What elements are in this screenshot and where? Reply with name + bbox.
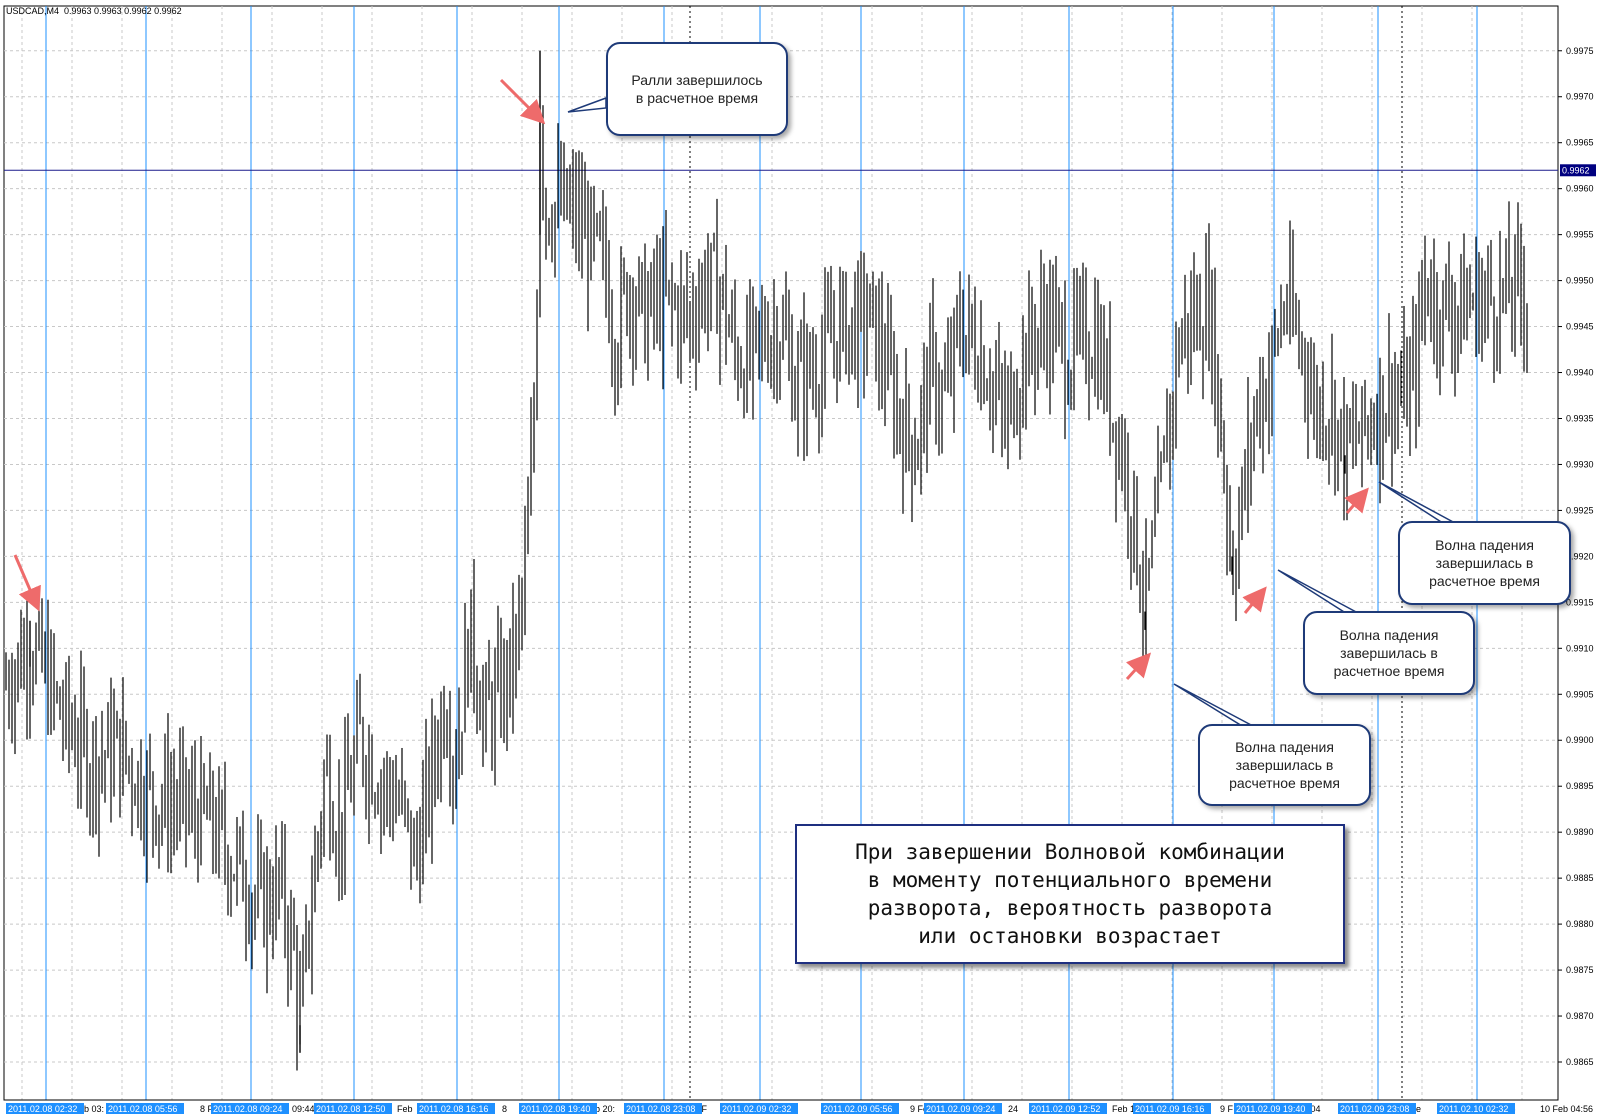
price-tick-label: 0.9960 (1566, 184, 1594, 194)
callout-fall-2: Волна падения завершилась в расчетное вр… (1303, 611, 1475, 695)
time-line-label: 2011.02.08 19:40 (521, 1104, 590, 1114)
time-tick-label: 10 Feb 04:56 (1540, 1104, 1593, 1114)
time-line-label: 2011.02.08 05:56 (108, 1104, 177, 1114)
time-line-badge (1338, 1103, 1416, 1114)
price-tick-label: 0.9920 (1566, 551, 1594, 561)
time-line-label: 2011.02.10 02:32 (1439, 1104, 1508, 1114)
price-tick-label: 0.9880 (1566, 919, 1594, 929)
time-line-badge (519, 1103, 597, 1114)
callout-rally: Ралли завершилось в расчетное время (606, 42, 788, 136)
callout-fall-2-line-1: Волна падения (1339, 627, 1439, 643)
time-tick-label: 8 F (200, 1104, 214, 1114)
time-line-label: 2011.02.09 19:40 (1236, 1104, 1305, 1114)
time-line-label: 2011.02.08 16:16 (419, 1104, 488, 1114)
price-tick-label: 0.9875 (1566, 965, 1594, 975)
time-line-label: 2011.02.08 12:50 (316, 1104, 385, 1114)
price-tick-label: 0.9940 (1566, 368, 1594, 378)
price-tick-label: 0.9870 (1566, 1011, 1594, 1021)
callout-fall-2-line-2: завершилась в (1340, 645, 1438, 661)
red-arrow (1125, 652, 1152, 681)
time-line-badge (720, 1103, 798, 1114)
red-arrow (1242, 586, 1267, 614)
note-box: При завершении Волновой комбинации в мом… (795, 824, 1345, 964)
note-line-2: в моменту потенциального времени (867, 868, 1273, 892)
price-tick-label: 0.9955 (1566, 230, 1594, 240)
time-tick-label: 09:44 (292, 1104, 315, 1114)
note-line-4: или остановки возрастает (918, 924, 1222, 948)
callout-fall-3-line-3: расчетное время (1429, 573, 1540, 589)
time-tick-label: b 03: (84, 1104, 104, 1114)
price-tick-label: 0.9900 (1566, 735, 1594, 745)
current-price-label: 0.9962 (1562, 165, 1590, 175)
time-line-badge (624, 1103, 702, 1114)
callout-fall-1-line-1: Волна падения (1235, 739, 1334, 755)
time-line-badge (924, 1103, 1002, 1114)
red-arrow (1344, 487, 1369, 514)
time-line-badge (1437, 1103, 1515, 1114)
time-line-label: 2011.02.09 23:08 (1340, 1104, 1409, 1114)
time-tick-label: b 20: (595, 1104, 615, 1114)
time-line-label: 2011.02.08 23:08 (626, 1104, 695, 1114)
price-tick-label: 0.9965 (1566, 138, 1594, 148)
callout-fall-3-line-2: завершилась в (1435, 555, 1534, 571)
time-line-badge (211, 1103, 289, 1114)
time-tick-label: Feb 13 (1112, 1104, 1140, 1114)
callout-fall-1: Волна падения завершилась в расчетное вр… (1198, 724, 1371, 806)
current-price-badge (1560, 164, 1596, 177)
time-line-label: 2011.02.09 12:52 (1031, 1104, 1100, 1114)
time-line-label: 2011.02.08 09:24 (213, 1104, 282, 1114)
time-line-badge (821, 1103, 899, 1114)
time-line-label: 2011.02.09 05:56 (823, 1104, 892, 1114)
time-line-label: 2011.02.09 09:24 (926, 1104, 995, 1114)
time-line-badge (314, 1103, 392, 1114)
callout-fall-1-line-2: завершилась в (1235, 757, 1334, 773)
price-tick-label: 0.9925 (1566, 505, 1594, 515)
ohlc-values: 0.9963 0.9963 0.9962 0.9962 (64, 6, 182, 16)
time-line-badge (1234, 1103, 1312, 1114)
red-arrow (499, 78, 546, 125)
callout-fall-2-line-3: расчетное время (1333, 663, 1445, 679)
price-tick-label: 0.9910 (1566, 643, 1594, 653)
note-line-1: При завершении Волновой комбинации (855, 840, 1285, 864)
price-tick-label: 0.9895 (1566, 781, 1594, 791)
price-tick-label: 0.9945 (1566, 322, 1594, 332)
price-tick-label: 0.9915 (1566, 597, 1594, 607)
price-tick-label: 0.9905 (1566, 689, 1594, 699)
time-tick-label: 24 (1008, 1104, 1018, 1114)
price-bars (5, 50, 1528, 1071)
time-line-badge (417, 1103, 495, 1114)
time-line-badge (6, 1103, 84, 1114)
red-arrow (13, 554, 41, 612)
price-tick-label: 0.9935 (1566, 413, 1594, 423)
price-tick-label: 0.9865 (1566, 1057, 1594, 1067)
callout-rally-line-1: Ралли завершилось (631, 72, 763, 88)
callout-fall-3: Волна падения завершилась в расчетное вр… (1398, 521, 1571, 605)
symbol-header: USDCAD,M4 0.9963 0.9963 0.9962 0.9962 (6, 6, 182, 16)
time-line-label: 2011.02.09 16:16 (1135, 1104, 1204, 1114)
time-tick-label: Feb (397, 1104, 413, 1114)
price-tick-label: 0.9975 (1566, 46, 1594, 56)
price-tick-label: 0.9885 (1566, 873, 1594, 883)
price-tick-label: 0.9950 (1566, 276, 1594, 286)
time-line-badge (1029, 1103, 1107, 1114)
callout-fall-3-line-1: Волна падения (1435, 537, 1534, 553)
time-line-badge (1133, 1103, 1211, 1114)
time-tick-label: 9 F (1220, 1104, 1234, 1114)
price-tick-label: 0.9890 (1566, 827, 1594, 837)
time-tick-label: 9 Feb (910, 1104, 933, 1114)
note-line-3: разворота, вероятность разворота (867, 896, 1273, 920)
callout-fall-1-line-3: расчетное время (1229, 775, 1340, 791)
time-line-label: 2011.02.09 02:32 (722, 1104, 791, 1114)
time-line-badge (106, 1103, 184, 1114)
callout-rally-line-2: в расчетное время (635, 90, 759, 106)
time-tick-label: 8 (502, 1104, 507, 1114)
time-line-label: 2011.02.08 02:32 (8, 1104, 77, 1114)
symbol-name: USDCAD,M4 (6, 6, 60, 16)
price-tick-label: 0.9930 (1566, 459, 1594, 469)
price-tick-label: 0.9970 (1566, 92, 1594, 102)
